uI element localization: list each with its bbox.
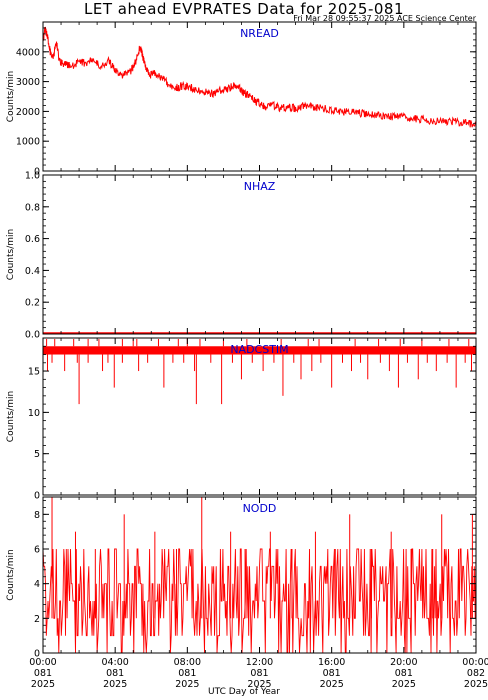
x-tick-label-year: 2025 <box>392 679 416 690</box>
y-axis-title: Counts/min <box>6 549 16 600</box>
nodd-series-line <box>42 548 477 654</box>
y-tick-label: 3000 <box>16 77 40 88</box>
y-tick-label: 2 <box>34 614 40 625</box>
chart-title: LET ahead EVPRATES Data for 2025-081 <box>84 0 404 18</box>
y-axis-title: Counts/min <box>6 229 16 280</box>
panel-label: NODD <box>243 502 277 515</box>
y-tick-label: 0 <box>34 491 40 502</box>
x-tick-label-year: 2025 <box>103 679 127 690</box>
x-tick-label-time: 08:00 <box>174 657 201 668</box>
panel-frame <box>42 174 477 335</box>
y-axis-title: Counts/min <box>6 391 16 442</box>
panel-frame <box>42 21 477 172</box>
y-tick-label: 5 <box>34 449 40 460</box>
y-tick-label: 0.4 <box>25 266 40 277</box>
x-tick-label-doy: 081 <box>34 668 52 679</box>
x-tick-label-doy: 081 <box>178 668 196 679</box>
panel-nodd: 0 2 4 6 8 NODD Counts/min <box>6 496 477 660</box>
y-tick-label: 0.8 <box>25 202 40 213</box>
y-tick-label: 4 <box>34 579 40 590</box>
x-tick-label-time: 16:00 <box>318 657 345 668</box>
x-tick-label-year: 2025 <box>464 679 488 690</box>
y-tick-label: 15 <box>28 367 40 378</box>
nread-series-line <box>42 26 477 128</box>
y-tick-label: 1000 <box>16 137 40 148</box>
panel-label: NHAZ <box>244 180 276 193</box>
y-tick-label: 10 <box>28 408 40 419</box>
x-tick-label-time: 00:00 <box>29 657 56 668</box>
y-axis-title: Counts/min <box>6 71 16 122</box>
x-tick-label-time: 20:00 <box>390 657 417 668</box>
panel-label: NREAD <box>240 27 279 40</box>
y-tick-label: 4000 <box>16 47 40 58</box>
timestamp-credit: Fri Mar 28 09:55:37 2025 ACE Science Cen… <box>293 14 476 23</box>
x-tick-label-doy: 082 <box>467 668 485 679</box>
y-tick-label: 0.6 <box>25 234 40 245</box>
panel-nread: 0 1000 2000 3000 4000 NREAD Counts/min <box>6 21 477 178</box>
x-tick-label-doy: 081 <box>250 668 268 679</box>
x-tick-label-doy: 081 <box>395 668 413 679</box>
y-tick-label: 8 <box>34 510 40 521</box>
x-tick-label-time: 00:00 <box>462 657 488 668</box>
panel-label: NADCSTIM <box>230 343 288 356</box>
y-tick-label: 1.0 <box>25 171 40 182</box>
x-tick-label-year: 2025 <box>320 679 344 690</box>
x-tick-label-year: 2025 <box>31 679 55 690</box>
x-tick-label-time: 12:00 <box>246 657 273 668</box>
x-tick-label-year: 2025 <box>175 679 199 690</box>
y-tick-label: 6 <box>34 545 40 556</box>
x-tick-label-doy: 081 <box>106 668 124 679</box>
x-tick-label-time: 04:00 <box>101 657 128 668</box>
x-tick-label-year: 2025 <box>247 679 271 690</box>
panel-nadcstim: 0 5 10 15 NADCSTIM Counts/min <box>6 337 477 502</box>
x-tick-label-doy: 081 <box>323 668 341 679</box>
y-tick-label: 0 <box>34 649 40 660</box>
y-tick-label: 0 <box>34 167 40 178</box>
y-tick-label: 0.0 <box>25 330 40 341</box>
y-tick-label: 2000 <box>16 107 40 118</box>
nadcstim-series-band <box>43 346 476 355</box>
y-tick-label: 0.2 <box>25 298 40 309</box>
x-axis-title: UTC Day of Year <box>208 687 280 697</box>
panel-nhaz: 0.0 0.2 0.4 0.6 0.8 1.0 NHAZ Counts/min <box>6 171 477 341</box>
